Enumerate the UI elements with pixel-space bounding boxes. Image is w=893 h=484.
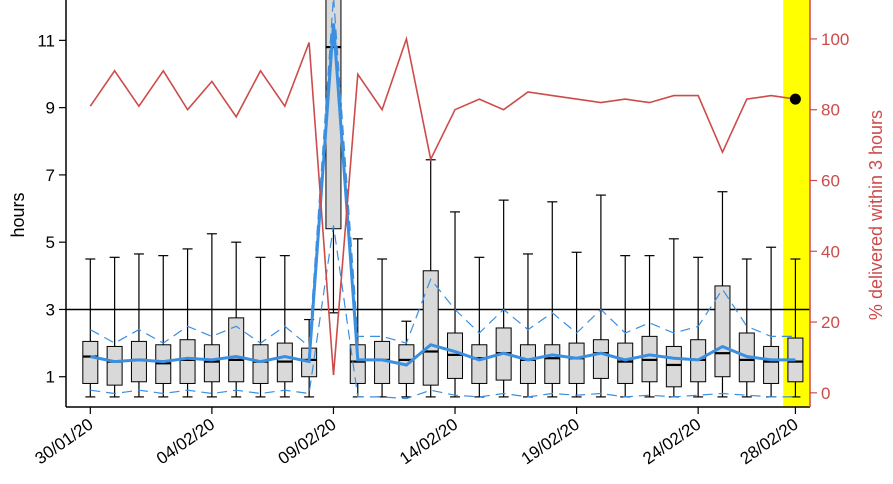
box-day-10 (325, 0, 342, 314)
x-tick-label: 19/02/20 (518, 415, 583, 469)
highlight-point (789, 93, 801, 105)
x-tick-label: 04/02/20 (153, 415, 218, 469)
box-body (519, 344, 536, 384)
box-body (665, 345, 682, 388)
series-upper_band_hours (90, 0, 796, 348)
box-day-2 (130, 253, 147, 398)
box-day-6 (228, 241, 245, 398)
y-left-tick-label: 1 (46, 368, 55, 387)
series-lower_band_hours (90, 225, 796, 400)
y-right-tick-label: 0 (821, 384, 830, 403)
box-day-15 (447, 211, 464, 398)
y-right-tick-label: 100 (821, 30, 849, 49)
box-body (422, 270, 439, 386)
box-day-24 (665, 238, 682, 398)
x-tick-label: 09/02/20 (275, 415, 340, 469)
x-tick-label: 28/02/20 (737, 415, 802, 469)
box-day-5 (203, 233, 220, 398)
y-left-tick-label: 9 (46, 99, 55, 118)
y-left-tick-label: 3 (46, 300, 55, 319)
box-day-3 (155, 255, 172, 398)
box-body (763, 345, 780, 384)
box-body (252, 344, 269, 384)
box-day-29 (787, 258, 804, 398)
box-day-26 (714, 191, 731, 398)
y-left-tick-label: 7 (46, 166, 55, 185)
box-body (203, 344, 220, 383)
box-day-21 (592, 194, 609, 398)
box-day-12 (374, 258, 391, 398)
x-tick-label: 30/01/20 (31, 415, 96, 469)
y-right-tick-label: 60 (821, 171, 840, 190)
x-tick-label: 24/02/20 (639, 415, 704, 469)
y-axis-right-title: % delivered within 3 hours (866, 110, 886, 320)
box-day-28 (763, 246, 780, 398)
box-day-23 (641, 255, 658, 398)
box-body (82, 340, 99, 384)
box-day-7 (252, 256, 269, 398)
box-body (568, 342, 585, 384)
box-body (471, 344, 488, 384)
box-day-18 (519, 253, 536, 398)
box-day-17 (495, 199, 512, 398)
box-day-25 (690, 256, 707, 398)
box-day-20 (568, 251, 585, 398)
box-body (714, 285, 731, 378)
box-day-1 (106, 256, 123, 398)
box-day-8 (276, 255, 293, 398)
series-median_hours (89, 23, 796, 367)
box-body (592, 339, 609, 379)
y-left-tick-label: 5 (46, 233, 55, 252)
box-day-19 (544, 201, 561, 398)
y-right-tick-label: 20 (821, 313, 840, 332)
x-tick-label: 14/02/20 (396, 415, 461, 469)
series-percent_within_3_hours (89, 35, 796, 376)
y-left-tick-label: 11 (37, 31, 55, 50)
y-axis-left-title: hours (8, 192, 28, 237)
box-body (228, 317, 245, 383)
y-right-tick-label: 40 (821, 242, 840, 261)
y-right-tick-label: 80 (821, 101, 840, 120)
box-body (617, 342, 634, 384)
box-day-16 (471, 256, 488, 398)
box-body (179, 339, 196, 384)
box-day-22 (617, 255, 634, 398)
box-body (544, 344, 561, 384)
box-day-14 (422, 159, 439, 398)
box-day-11 (349, 238, 366, 398)
box-body (106, 345, 123, 386)
box-day-4 (179, 248, 196, 398)
box-day-0 (82, 258, 99, 398)
